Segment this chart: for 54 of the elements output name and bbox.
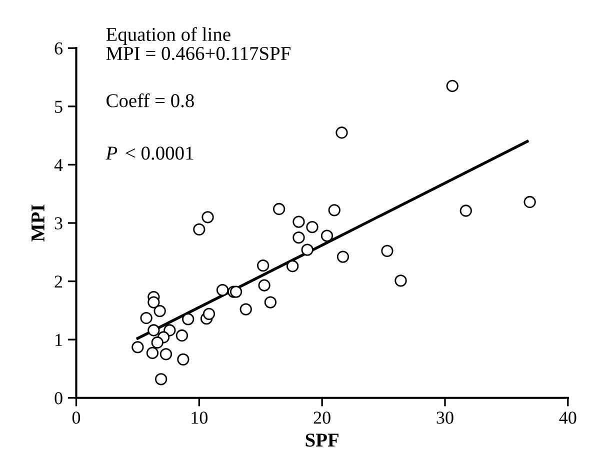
point — [216, 284, 229, 296]
point — [146, 346, 159, 360]
point — [301, 244, 314, 256]
y-tick-label: 1 — [56, 334, 62, 346]
point — [240, 303, 252, 316]
point — [381, 244, 394, 258]
x-axis-title: SPF — [306, 434, 338, 447]
point — [176, 329, 188, 342]
point — [264, 296, 277, 308]
point — [306, 221, 318, 234]
x-tick-label: 20 — [314, 412, 330, 424]
point — [257, 259, 270, 272]
point — [154, 304, 166, 318]
y-tick-label: 5 — [55, 100, 62, 113]
point — [336, 126, 348, 139]
y-tick-label: 0 — [54, 392, 62, 404]
y-tick-label: 6 — [54, 42, 63, 55]
point — [286, 260, 299, 272]
point — [292, 216, 305, 228]
text: Equation of line — [106, 27, 230, 45]
point — [182, 313, 194, 326]
x-tick-label: 0 — [72, 412, 80, 424]
point — [230, 286, 242, 298]
point — [524, 196, 536, 208]
point — [193, 223, 206, 236]
x-tick-label: 10 — [192, 412, 208, 424]
annotation: P < 0.0001 — [106, 146, 194, 160]
point — [292, 231, 305, 244]
x-tick-label: 30 — [436, 412, 454, 424]
point — [202, 211, 214, 224]
point — [177, 353, 190, 366]
x-tick-label: 40 — [559, 412, 576, 424]
point — [336, 250, 350, 263]
point — [446, 80, 458, 92]
point — [148, 324, 160, 336]
point — [320, 230, 334, 242]
y-tick-label: 3 — [54, 217, 62, 230]
point — [151, 336, 164, 349]
y-tick-label: 2 — [54, 276, 62, 288]
annotation: MPI = 0.466+0.117SPF — [106, 46, 290, 60]
point — [160, 348, 172, 360]
annotation: Coeff = 0.8 — [106, 93, 194, 108]
point — [272, 202, 286, 216]
point — [132, 341, 144, 354]
point — [140, 312, 152, 324]
point — [202, 308, 216, 320]
y-axis-title: MPI — [32, 204, 44, 242]
point — [328, 204, 340, 216]
point — [394, 274, 407, 287]
y-tick-label: 4 — [54, 159, 63, 171]
point — [258, 279, 270, 292]
point — [154, 373, 168, 386]
point — [148, 296, 160, 308]
point — [460, 204, 472, 217]
